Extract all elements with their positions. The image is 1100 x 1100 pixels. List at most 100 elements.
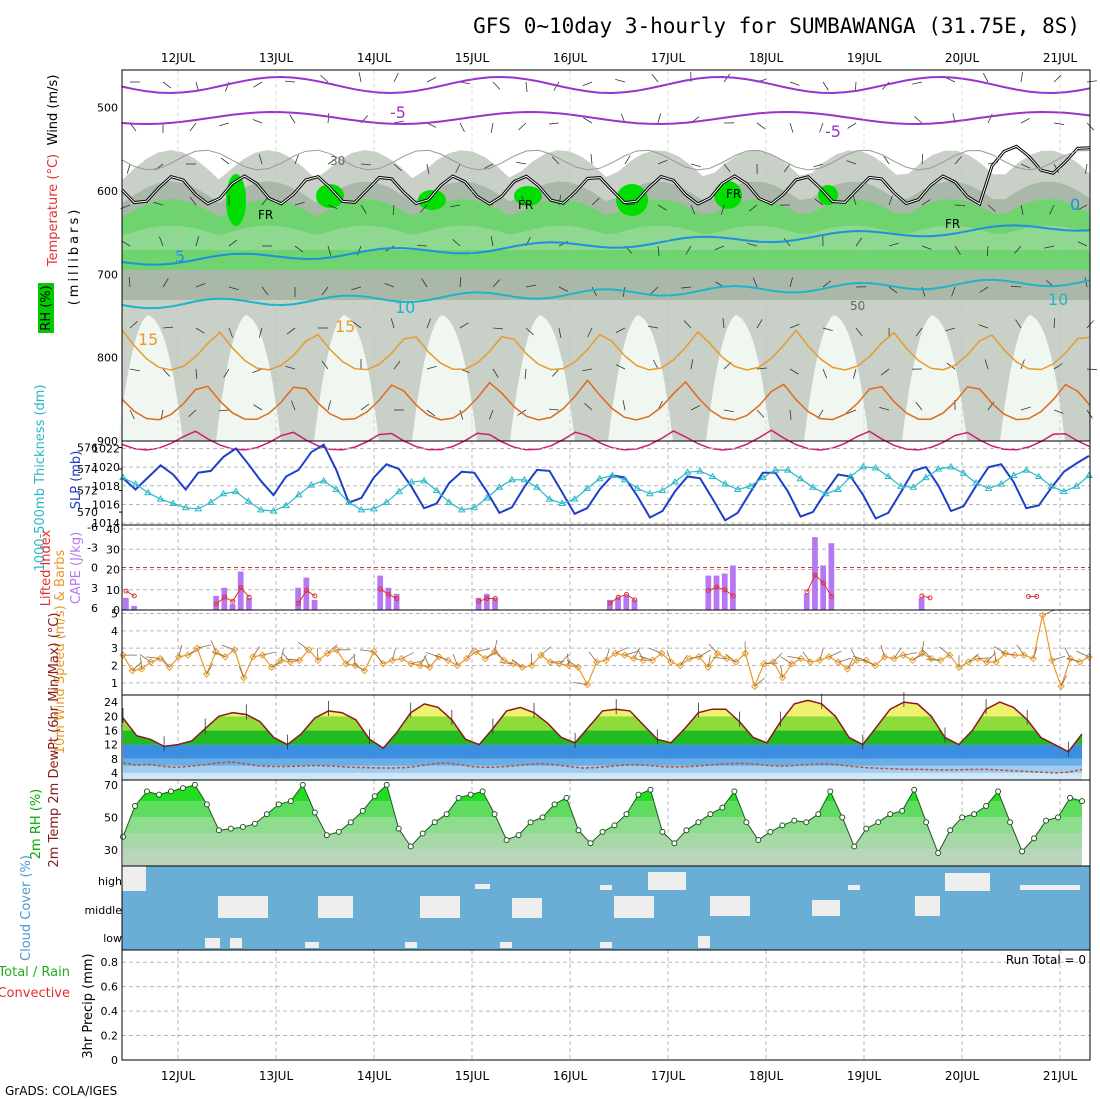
wind-barb <box>915 401 923 411</box>
wind10m-point <box>537 651 545 659</box>
wind-barb <box>756 319 763 329</box>
thickness-point <box>520 475 529 483</box>
cape-bar <box>385 587 392 610</box>
wind10m-point <box>713 649 722 658</box>
wind10m-barb <box>780 656 792 665</box>
wind10m-barb <box>1066 657 1080 663</box>
temp-band <box>123 758 1082 766</box>
cloud-block <box>600 885 612 890</box>
wind-barb <box>591 286 597 297</box>
lifted-tick-label: 6 <box>91 602 98 615</box>
thickness-point <box>809 483 817 490</box>
temp-tick-label: 12 <box>104 739 118 752</box>
rh2m-point <box>371 793 378 800</box>
temp-tick-label: 24 <box>104 696 118 709</box>
wind-barb <box>1049 204 1055 215</box>
wind10m-barb <box>359 649 374 653</box>
wind-barb <box>685 245 692 255</box>
isotherm-minus5 <box>121 110 1091 126</box>
thickness-point <box>470 503 479 511</box>
wind10m-barb <box>977 657 992 659</box>
cape-bar <box>475 597 482 610</box>
wind-barb <box>285 365 296 370</box>
rh-tick-label: 50 <box>104 811 118 824</box>
wind-barb <box>483 163 494 169</box>
thickness-point <box>432 486 441 494</box>
wind-barb <box>351 286 362 291</box>
wind10m-barb <box>327 644 338 654</box>
thickness-point <box>746 482 755 489</box>
wind-barb <box>651 73 659 83</box>
lifted-tick-label: -3 <box>87 541 98 554</box>
slp-tick-label: 1018 <box>92 480 120 493</box>
rh2m-point <box>923 819 930 826</box>
wind-barb <box>1085 163 1088 174</box>
wind-barb <box>880 368 890 376</box>
cloud-block <box>420 896 460 918</box>
rh-high-cell <box>616 184 648 216</box>
wind-barb <box>813 163 824 168</box>
wind-barb <box>228 327 233 338</box>
rh2m-point <box>419 830 426 837</box>
wind10m-barb <box>374 653 384 665</box>
thickness-point <box>395 487 403 495</box>
cape-bar <box>631 599 638 610</box>
wind-barb <box>984 359 989 370</box>
wind-barb <box>987 204 996 212</box>
wind-tick-label: 4 <box>111 625 118 638</box>
wind10m-barb <box>852 655 867 661</box>
thickness-point <box>131 480 140 487</box>
panel-contents <box>119 443 1093 950</box>
thickness-point <box>332 485 341 492</box>
thickness-point <box>206 498 215 505</box>
wind10m-point <box>806 658 815 666</box>
wind10m-point <box>425 663 434 671</box>
rh-band <box>123 784 1082 802</box>
cape-bar <box>377 575 384 610</box>
wind10m-barb <box>624 651 638 656</box>
pressure-tick-label: 800 <box>97 352 118 365</box>
chart-title: GFS 0~10day 3-hourly for SUMBAWANGA (31.… <box>473 14 1080 38</box>
thickness-point <box>382 498 391 505</box>
lifted-index-line <box>609 593 635 604</box>
convective-column <box>804 315 869 441</box>
cloud-block <box>848 885 860 890</box>
lifted-index-point <box>607 600 613 606</box>
wind-barb <box>756 367 767 370</box>
cloud-block <box>500 942 512 948</box>
rh2m-point <box>1055 814 1062 821</box>
contour-label: 15 <box>335 317 355 336</box>
rh2m-point <box>1019 848 1026 855</box>
wind10m-barb <box>419 654 427 666</box>
upper-units-label: (millibars) <box>67 207 82 306</box>
wind-barb <box>228 286 239 291</box>
lifted-index-label: Lifted Index <box>39 529 54 606</box>
wind-barb <box>516 161 527 165</box>
wind-barb <box>126 163 131 174</box>
wind10m-point <box>732 658 740 666</box>
wind-barb <box>253 404 263 411</box>
wind10m-barb <box>424 655 430 668</box>
wind10m-point <box>193 644 202 652</box>
wind10m-barb <box>435 654 449 661</box>
rh2m-point <box>191 781 198 788</box>
wind10m-barb <box>262 651 276 656</box>
rh-bands <box>123 784 1082 866</box>
wind10m-point <box>880 653 889 661</box>
lifted-index-point <box>829 594 835 600</box>
wind-barb <box>352 321 362 329</box>
rh2m-point <box>887 811 894 818</box>
wind-barb <box>153 201 164 206</box>
rh2m-point <box>695 819 702 826</box>
wind10m-barb <box>903 652 917 656</box>
thickness-point <box>784 466 792 473</box>
wind-barb <box>814 198 824 206</box>
wind10m-barb <box>485 651 498 659</box>
wind10m-point <box>602 656 610 665</box>
wind-barb <box>921 199 931 206</box>
wind10m-point <box>945 651 954 659</box>
rh2m-point <box>431 819 438 826</box>
rh2m-point <box>335 828 342 835</box>
thickness-point <box>1072 482 1081 489</box>
